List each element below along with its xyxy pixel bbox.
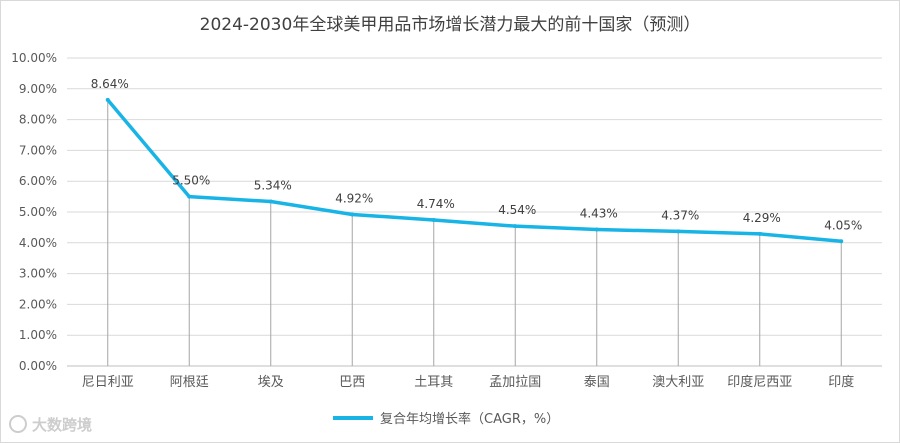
y-tick-label: 10.00% [11,51,57,65]
data-label: 4.43% [580,207,618,221]
y-tick-label: 0.00% [19,359,57,373]
series-line [106,98,843,244]
data-label: 4.54% [498,203,536,217]
data-point [268,199,273,204]
category-label: 巴西 [339,375,365,390]
category-label: 孟加拉国 [489,375,541,390]
data-point [105,97,110,102]
data-point [676,229,681,234]
data-label: 4.29% [743,211,781,225]
data-labels: 8.64% 5.50% 5.34% 4.92% 4.74% 4.54% 4.43% 4.37%… [91,77,863,232]
y-tick-label: 4.00% [19,236,57,250]
category-label: 泰国 [584,375,610,390]
data-point [431,218,436,223]
category-label: 土耳其 [414,375,453,390]
y-tick-label: 5.00% [19,205,57,219]
gridlines [67,57,882,367]
data-label: 5.34% [254,179,292,193]
category-label: 印度 [828,374,854,390]
legend: 复合年均增长率（CAGR，%） [333,411,559,427]
y-tick-label: 3.00% [19,267,57,281]
data-label: 4.37% [661,208,699,222]
y-tick-label: 8.00% [19,113,57,127]
legend-label: 复合年均增长率（CAGR，%） [380,411,559,427]
category-label: 尼日利亚 [82,375,134,390]
data-point [187,194,192,199]
y-tick-label: 1.00% [19,328,57,342]
data-label: 4.74% [417,197,455,211]
y-axis-ticks: 0.00% 1.00% 2.00% 3.00% 4.00% 5.00% 6.00% 7.00%… [11,51,57,373]
series-line-group [105,97,844,244]
data-point [839,239,844,244]
y-tick-label: 6.00% [19,174,57,188]
data-point [350,212,355,217]
y-tick-label: 9.00% [19,82,57,96]
data-label: 5.50% [172,174,210,188]
watermark-text: 大数跨境 [32,416,92,434]
x-axis-categories: 尼日利亚 阿根廷 埃及 巴西 土耳其 孟加拉国 泰国 澳大利亚 印度尼西亚 印度 [82,374,855,390]
data-label: 4.05% [824,218,862,232]
drop-lines [107,99,842,366]
watermark-logo-icon [9,415,27,433]
category-label: 埃及 [258,375,284,390]
category-label: 澳大利亚 [652,374,704,390]
category-label: 印度尼西亚 [727,374,792,390]
y-tick-label: 7.00% [19,143,57,157]
data-point [594,227,599,232]
data-label: 4.92% [335,191,373,205]
watermark: 大数跨境 [9,415,92,434]
data-label: 8.64% [91,77,129,91]
category-label: 阿根廷 [170,375,209,390]
data-point [757,231,762,236]
data-point [513,224,518,229]
y-tick-label: 2.00% [19,297,57,311]
chart-title: 2024-2030年全球美甲用品市场增长潜力最大的前十国家（预测） [200,15,701,35]
